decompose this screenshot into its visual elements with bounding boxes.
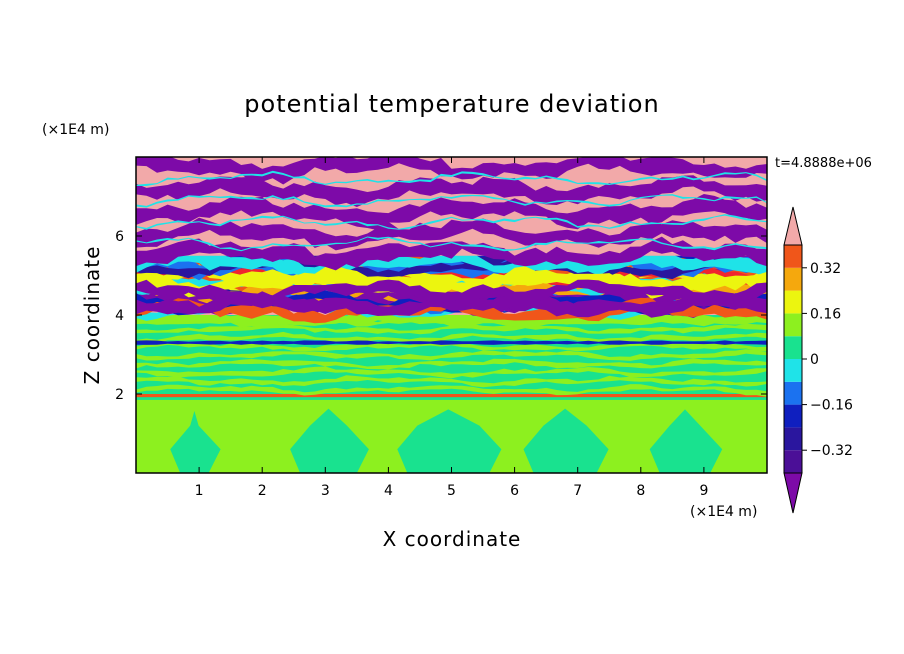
colorbar-over-arrow (783, 206, 803, 246)
upper-edge-line (136, 214, 767, 230)
upper-purple-band (136, 194, 767, 231)
mix-band (136, 290, 767, 316)
y-tick-label: 2 (115, 387, 124, 403)
colorbar-swatch (784, 245, 802, 268)
x-unit-label: (×1E4 m) (690, 504, 757, 520)
mid-stripe (136, 358, 767, 370)
lower-cell (397, 409, 502, 473)
mix-band (136, 265, 767, 299)
colorbar-swatch (784, 313, 802, 337)
colorbar-swatch (784, 381, 802, 405)
chart-title: potential temperature deviation (244, 90, 659, 118)
time-label: t=4.8888e+06 (775, 156, 872, 171)
y-tick-label: 4 (115, 308, 124, 324)
mix-band (136, 297, 767, 324)
x-tick-label: 8 (636, 483, 645, 499)
x-tick-label: 1 (195, 483, 204, 499)
mix-band (136, 290, 767, 318)
colorbar-swatch (784, 427, 802, 451)
mid-stripe (136, 384, 767, 397)
plot-area (136, 157, 767, 473)
colorbar-tick-label: −0.16 (810, 398, 853, 414)
x-tick-label: 5 (447, 483, 456, 499)
colorbar-tick-label: −0.32 (810, 443, 853, 459)
lower-cell (523, 408, 609, 473)
colorbar-swatch (784, 404, 802, 428)
lower-cell (290, 408, 369, 473)
y-tick-label: 6 (115, 229, 124, 245)
colorbar-swatch (784, 359, 802, 382)
y-axis-ticks: 2 4 6 (115, 229, 767, 403)
mix-band (136, 254, 767, 280)
colorbar-tick-label: 0.32 (810, 261, 841, 277)
y-unit-label: (×1E4 m) (42, 122, 109, 138)
x-tick-label: 6 (510, 483, 519, 499)
upper-purple-band (136, 175, 767, 207)
x-axis-label: X coordinate (383, 527, 522, 551)
colorbar-tick-label: 0.16 (810, 306, 841, 322)
x-axis-ticks: 1 2 3 4 5 6 7 8 9 (195, 157, 708, 499)
mid-stripe (136, 323, 767, 335)
colorbar-swatch (784, 267, 802, 291)
upper-edge-line (136, 194, 767, 208)
y-axis-label: Z coordinate (80, 246, 104, 385)
x-tick-label: 3 (321, 483, 330, 499)
colorbar-swatch (784, 336, 802, 359)
x-tick-label: 2 (258, 483, 267, 499)
upper-edge-line (136, 170, 767, 186)
colorbar-swatch (784, 290, 802, 314)
x-tick-label: 7 (573, 483, 582, 499)
mid-stripe (136, 349, 767, 361)
lower-cell (649, 409, 723, 473)
mid-stripe (136, 375, 767, 388)
colorbar-swatch (784, 450, 802, 473)
mix-band (136, 247, 767, 279)
mid-blue-lens (136, 340, 767, 345)
mix-band (136, 279, 767, 306)
colorbar-tick-label: 0 (810, 352, 819, 368)
lower-cell (170, 411, 221, 473)
colorbar: 0.32 0.16 0 −0.16 −0.32 (783, 206, 853, 514)
x-tick-label: 9 (699, 483, 708, 499)
colorbar-under-arrow (783, 472, 803, 514)
mid-stripe (136, 340, 767, 352)
field-layers (136, 157, 767, 473)
mid-stripe (136, 366, 767, 379)
x-tick-label: 4 (384, 483, 393, 499)
inversion-line (136, 394, 767, 398)
